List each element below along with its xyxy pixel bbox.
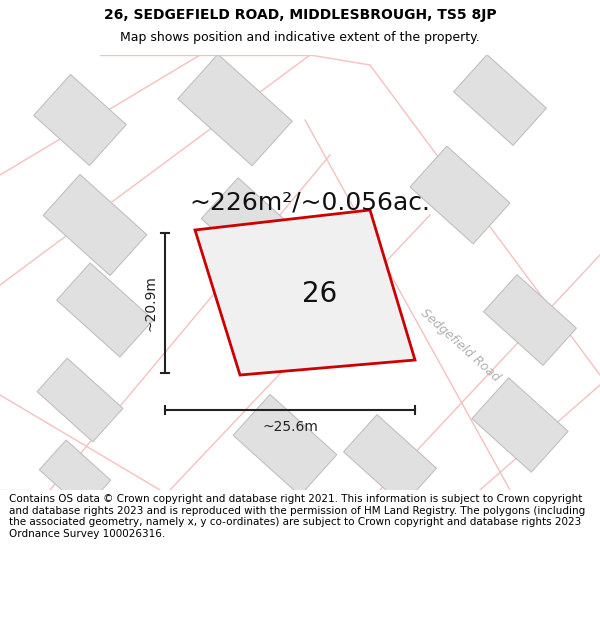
Text: 26, SEDGEFIELD ROAD, MIDDLESBROUGH, TS5 8JP: 26, SEDGEFIELD ROAD, MIDDLESBROUGH, TS5 …	[104, 8, 496, 22]
Text: ~20.9m: ~20.9m	[143, 275, 157, 331]
Polygon shape	[201, 177, 309, 282]
Text: ~226m²/~0.056ac.: ~226m²/~0.056ac.	[190, 191, 431, 215]
Text: 26: 26	[302, 280, 338, 308]
Polygon shape	[344, 414, 436, 506]
Polygon shape	[40, 440, 110, 510]
Polygon shape	[43, 174, 147, 276]
Polygon shape	[195, 210, 415, 375]
Polygon shape	[484, 274, 577, 366]
Polygon shape	[34, 74, 126, 166]
Polygon shape	[472, 378, 568, 472]
Text: ~25.6m: ~25.6m	[262, 420, 318, 434]
Text: Sedgefield Road: Sedgefield Road	[418, 306, 502, 384]
Polygon shape	[37, 358, 123, 442]
Text: Map shows position and indicative extent of the property.: Map shows position and indicative extent…	[120, 31, 480, 44]
Polygon shape	[410, 146, 510, 244]
Text: Contains OS data © Crown copyright and database right 2021. This information is : Contains OS data © Crown copyright and d…	[9, 494, 585, 539]
Polygon shape	[56, 263, 154, 357]
Polygon shape	[178, 54, 292, 166]
Polygon shape	[233, 394, 337, 496]
Polygon shape	[454, 54, 547, 146]
